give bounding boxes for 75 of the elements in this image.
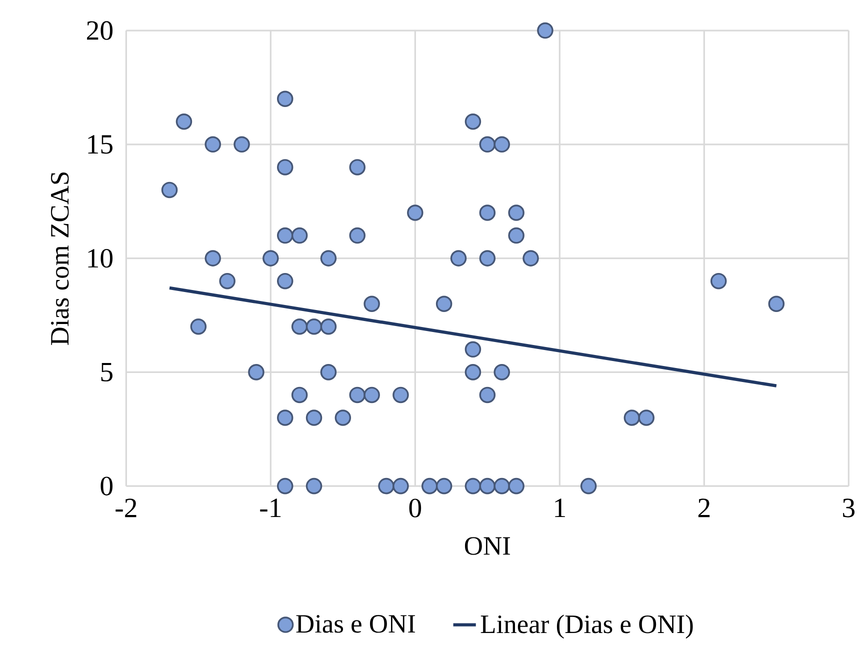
point: [204, 136, 222, 152]
point: [204, 250, 222, 266]
point: [320, 318, 337, 335]
x-tick-label: 0: [409, 498, 422, 518]
point: [320, 364, 337, 380]
point: [407, 204, 424, 221]
point: [436, 478, 452, 494]
x-tick-label: -2: [116, 498, 136, 517]
point: [464, 341, 482, 358]
point: [768, 296, 785, 312]
point: [450, 250, 467, 266]
point: [479, 136, 496, 152]
point: [219, 272, 236, 290]
y-tick-label: 10: [88, 248, 113, 268]
point: [306, 318, 322, 335]
point: [508, 478, 524, 494]
point: [710, 272, 727, 290]
point: [276, 478, 294, 494]
point: [522, 250, 539, 266]
y-tick-label: 20: [87, 21, 113, 40]
point: [291, 227, 308, 244]
point: [234, 136, 250, 152]
point: [479, 204, 496, 221]
point: [580, 478, 597, 494]
x-axis-title: ONI: [464, 536, 510, 555]
point: [262, 250, 279, 266]
x-tick-label: 2: [698, 498, 710, 517]
point: [464, 478, 482, 494]
point: [638, 409, 654, 426]
point: [392, 478, 409, 494]
point: [364, 296, 380, 312]
point: [276, 409, 294, 426]
point: [176, 113, 192, 130]
point: [479, 386, 496, 403]
y-tick-label: 0: [100, 476, 113, 496]
point: [508, 204, 524, 221]
point: [508, 227, 524, 244]
point: [276, 227, 294, 244]
point: [161, 182, 178, 198]
point: [494, 478, 510, 494]
point: [334, 409, 352, 426]
x-tick-label: -1: [260, 498, 281, 517]
point: [349, 386, 366, 403]
point: [464, 364, 482, 380]
y-tick-label: 5: [101, 362, 112, 382]
point: [248, 364, 264, 380]
point: [190, 318, 207, 335]
point: [291, 386, 308, 403]
x-tick-label: 3: [843, 498, 854, 518]
point: [364, 386, 380, 403]
point: [276, 158, 294, 176]
x-tick-label: 1: [555, 498, 565, 517]
y-axis-title: Dias com ZCAS: [50, 172, 69, 345]
point: [624, 409, 640, 426]
y-tick-label: 15: [88, 134, 112, 154]
point: [306, 409, 322, 426]
legend-label: Dias e ONI: [296, 614, 416, 633]
point: [320, 250, 337, 266]
point: [494, 364, 510, 380]
point: [291, 318, 308, 335]
point: [349, 158, 366, 176]
point: [464, 113, 482, 130]
legend-label: Linear (Dias e ONI): [480, 614, 693, 638]
point: [276, 272, 294, 290]
point: [392, 386, 409, 403]
point: [349, 227, 366, 244]
point: [494, 136, 510, 152]
point: [276, 90, 294, 107]
point: [378, 478, 394, 494]
point: [479, 250, 496, 266]
point: [537, 22, 554, 39]
point: [306, 478, 322, 494]
point: [421, 478, 438, 494]
point: [479, 478, 496, 494]
point: [436, 296, 452, 312]
